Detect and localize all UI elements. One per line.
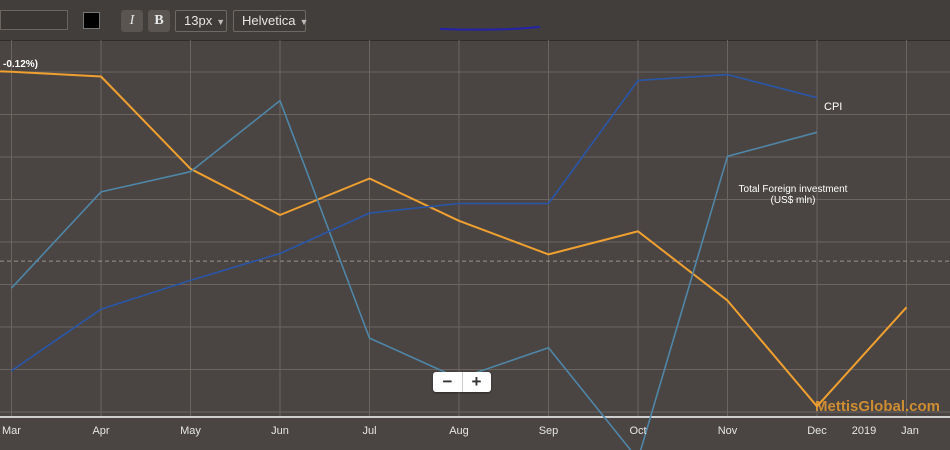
x-tick-label: 2019	[852, 425, 876, 437]
bold-button[interactable]: B	[148, 10, 170, 32]
font-size-select[interactable]: 13px ▼	[175, 10, 227, 32]
chart-grid	[0, 40, 950, 418]
watermark: MettisGlobal.com	[815, 398, 941, 415]
series-line-0	[0, 70, 908, 408]
font-family-value: Helvetica	[242, 13, 296, 28]
x-tick-label: Jan	[901, 425, 919, 437]
font-size-value: 13px	[184, 13, 213, 28]
series-label-foreign-investment: Total Foreign investment	[739, 184, 848, 195]
text-toolbar: I B 13px ▼ Helvetica ▼	[0, 0, 950, 41]
series-line-1	[10, 99, 818, 450]
zoom-out-button[interactable]: −	[433, 372, 463, 392]
chart-labels: CPI Total Foreign investment(US$ mln) -0.1…	[2, 26, 919, 437]
chevron-down-icon: ▼	[216, 17, 226, 27]
italic-button[interactable]: I	[121, 10, 143, 32]
series-label-foreign-investment-unit: (US$ mln)	[770, 195, 815, 206]
x-tick-label: Apr	[92, 425, 109, 437]
chevron-down-icon: ▼	[299, 17, 309, 27]
zoom-control: − +	[433, 372, 491, 392]
x-tick-label: Sep	[539, 425, 559, 437]
text-input[interactable]	[0, 10, 68, 30]
font-family-select[interactable]: Helvetica ▼	[233, 10, 309, 32]
x-tick-label: Nov	[718, 425, 738, 437]
x-tick-label: Jun	[271, 425, 289, 437]
text-color-swatch[interactable]	[83, 12, 100, 29]
x-tick-label: Aug	[449, 425, 469, 437]
series-line-2	[11, 73, 818, 372]
data-annotation: -0.12%)	[3, 59, 38, 70]
x-tick-label: Oct	[629, 425, 646, 437]
x-tick-label: May	[180, 425, 201, 437]
x-tick-label: Dec	[807, 425, 827, 437]
x-tick-label: Jul	[362, 425, 376, 437]
chart-marks	[0, 70, 908, 450]
x-tick-label: Mar	[2, 425, 21, 437]
series-label-cpi: CPI	[824, 101, 842, 113]
zoom-in-button[interactable]: +	[471, 372, 482, 391]
toolbar-underline-decoration	[439, 26, 541, 31]
